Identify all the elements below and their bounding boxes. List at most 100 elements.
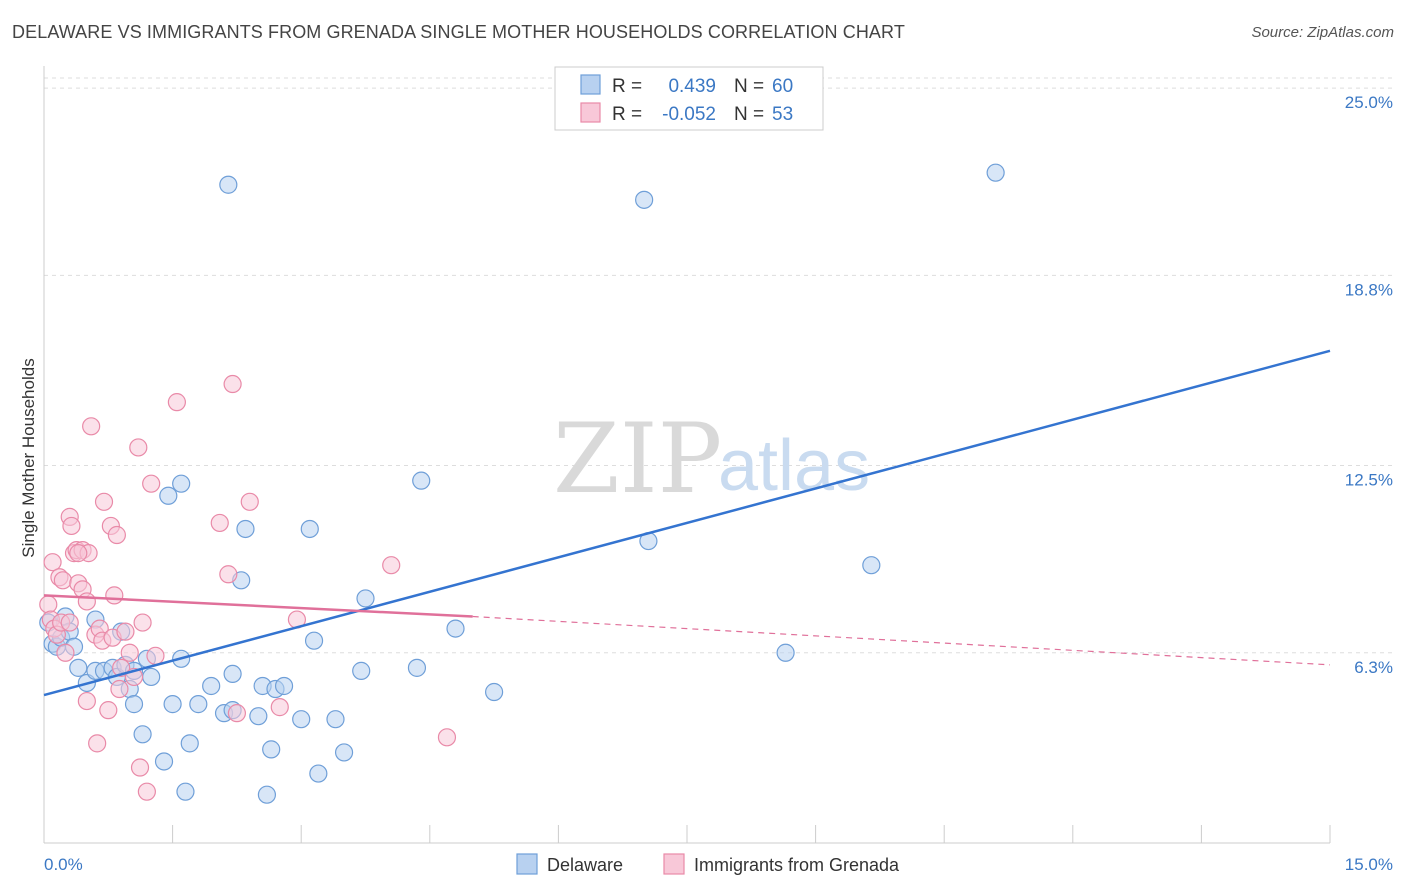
legend-r-value-1: 0.439 [668,76,716,97]
y-axis-label: Single Mother Households [19,358,38,557]
delaware-point-21 [163,695,182,714]
grenada-trend-line-dashed [472,615,1331,666]
delaware-point-54 [776,643,795,662]
legend-swatch-grenada [580,102,601,123]
legend-n-label-1: N = [734,76,764,97]
legend-r-label-2: R = [612,104,642,125]
delaware-point-55 [862,556,881,575]
delaware-point-18 [142,667,161,687]
delaware-point-48 [407,658,427,677]
delaware-point-20 [159,486,178,505]
grenada-point-40 [142,474,161,493]
delaware-point-56 [986,163,1005,182]
delaware-point-19 [154,752,174,771]
delaware-points [39,163,1005,804]
y-tick-label-1: 12.5% [1345,471,1393,490]
grenada-point-50 [382,556,401,575]
delaware-point-50 [446,619,465,638]
legend-n-value-2: 53 [772,104,793,125]
watermark-atlas: atlas [718,426,870,506]
grenada-point-17 [77,592,96,611]
legend-r-label-1: R = [612,76,642,97]
delaware-point-33 [236,519,255,539]
grenada-point-8 [56,643,75,662]
y-tick-label-2: 18.8% [1345,280,1393,299]
delaware-point-44 [326,710,345,729]
grenada-point-47 [240,492,259,511]
delaware-point-39 [274,676,294,696]
stats-legend: R = 0.439 N = 60 R = -0.052 N = 53 [554,66,824,131]
grenada-point-38 [133,613,152,632]
legend-n-label-2: N = [734,104,764,125]
grenada-point-46 [227,704,246,723]
bottom-legend-label-grenada: Immigrants from Grenada [694,855,900,875]
grenada-point-0 [39,595,58,614]
chart-title: DELAWARE VS IMMIGRANTS FROM GRENADA SING… [12,22,905,42]
grenada-point-34 [120,643,139,662]
delaware-point-51 [485,682,504,702]
delaware-point-37 [262,740,281,759]
grenada-point-36 [129,438,148,457]
trend-lines [43,349,1331,697]
grenada-trend-line [43,594,473,618]
delaware-point-24 [176,782,195,801]
grenada-point-52 [69,544,88,563]
legend-n-value-1: 60 [772,76,793,97]
grenada-point-11 [62,516,81,536]
bottom-legend-label-delaware: Delaware [547,855,623,875]
grenada-point-51 [437,728,457,747]
delaware-point-26 [189,695,208,714]
delaware-point-43 [309,764,328,783]
delaware-point-49 [412,471,431,490]
grenada-point-44 [219,565,238,584]
delaware-point-25 [180,734,199,753]
grenada-point-39 [137,782,156,801]
bottom-legend-swatch-delaware [516,853,538,875]
delaware-point-42 [304,631,324,650]
grenada-point-41 [146,646,165,665]
bottom-legend-swatch-grenada [663,853,685,875]
grenada-point-22 [88,734,107,753]
grenada-point-33 [116,622,135,641]
axis-layer [43,66,1331,844]
delaware-point-46 [356,589,375,608]
grenada-point-31 [110,679,129,699]
delaware-point-16 [133,725,152,744]
grenada-point-37 [130,758,150,777]
x-tick-label-max: 15.0% [1345,855,1393,874]
delaware-point-29 [219,175,238,194]
grid-layer [44,77,1392,654]
delaware-point-47 [352,661,371,680]
y-tick-label-3: 25.0% [1345,93,1393,112]
grenada-point-9 [60,613,79,632]
grenada-point-2 [43,553,62,572]
y-tick-labels: 6.3% 12.5% 18.8% 25.0% [1345,93,1393,677]
y-tick-label-0: 6.3% [1354,658,1393,677]
series-legend: Delaware Immigrants from Grenada [516,853,900,875]
delaware-point-27 [202,676,221,696]
grenada-point-25 [94,492,114,511]
delaware-trend-line [43,349,1331,697]
grenada-point-45 [223,374,242,394]
legend-swatch-delaware [580,74,601,95]
delaware-point-40 [292,710,311,729]
delaware-point-45 [334,743,354,762]
grenada-point-30 [107,525,126,545]
chart-source: Source: ZipAtlas.com [1251,24,1394,41]
x-tick-label-min: 0.0% [44,855,83,874]
watermark-zip: ZIP [553,403,722,515]
grenada-point-29 [105,586,124,605]
grenada-point-26 [99,701,118,720]
grenada-point-19 [77,691,96,711]
watermark: ZIP atlas [553,403,870,515]
delaware-point-31 [223,664,242,684]
grenada-point-20 [82,417,101,436]
grenada-point-42 [167,393,186,412]
grenada-points [39,374,457,801]
delaware-point-36 [257,785,277,804]
delaware-point-41 [300,519,319,539]
delaware-point-52 [635,190,654,209]
delaware-point-15 [124,695,144,714]
delaware-point-22 [172,474,191,493]
